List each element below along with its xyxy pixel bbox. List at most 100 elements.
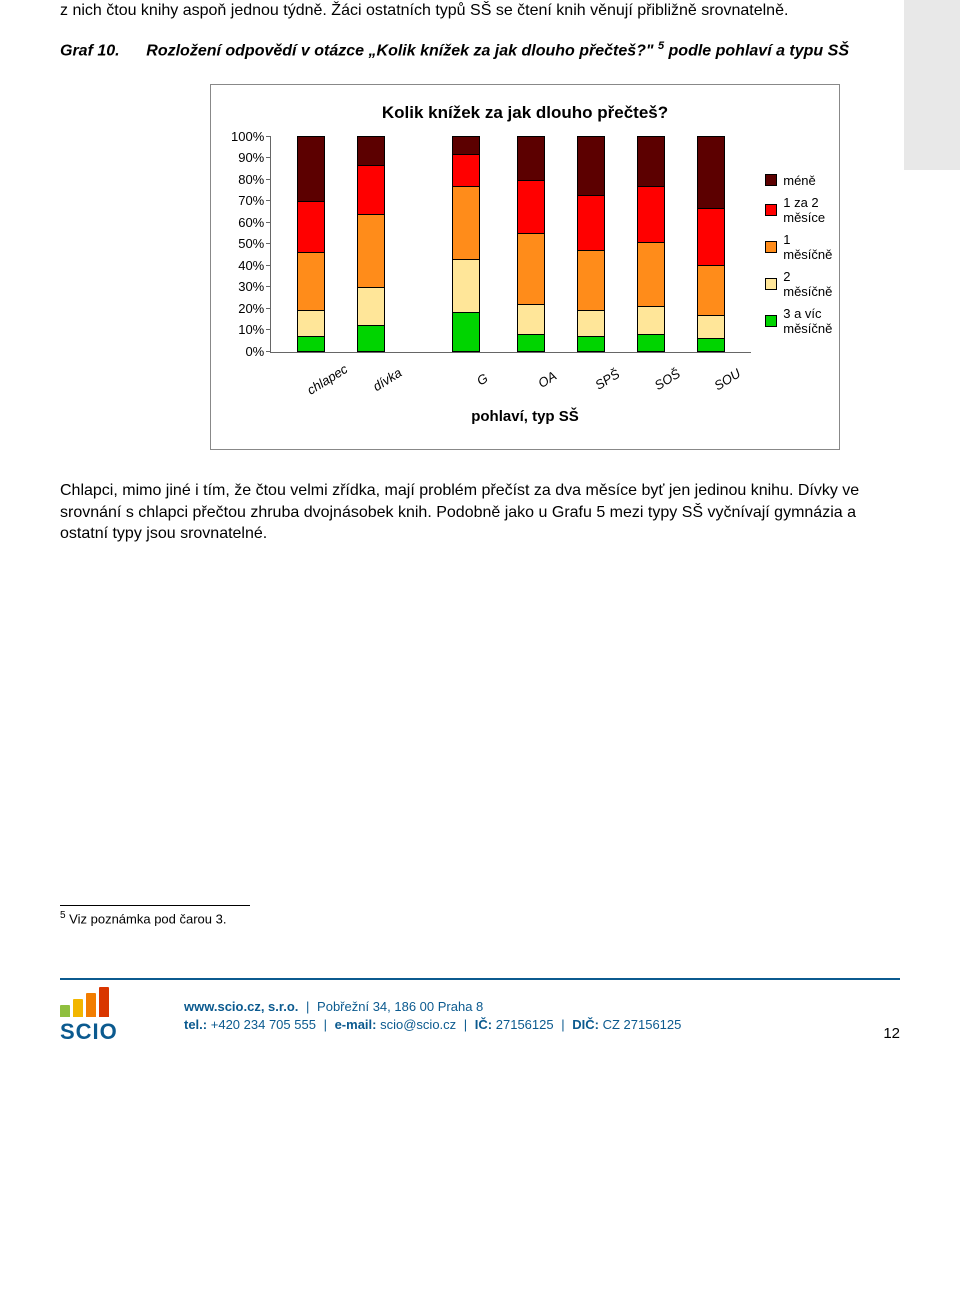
logo-bar bbox=[86, 993, 96, 1017]
intro-paragraph: z nich čtou knihy aspoň jednou týdně. Žá… bbox=[60, 0, 900, 22]
bar-segment-mene bbox=[453, 137, 479, 154]
y-tick-label: 20% bbox=[231, 302, 264, 315]
bar-segment-1mes bbox=[358, 214, 384, 287]
footer-email-label: e-mail: bbox=[335, 1017, 377, 1032]
bar-segment-mene bbox=[578, 137, 604, 195]
bar-segment-3vic bbox=[578, 336, 604, 351]
legend-label: 3 a víc měsíčně bbox=[783, 306, 832, 336]
bar-segment-3vic bbox=[698, 338, 724, 351]
bar-segment-mene bbox=[298, 137, 324, 201]
bar-segment-3vic bbox=[453, 312, 479, 351]
legend-label: 1 měsíčně bbox=[783, 232, 832, 262]
footer-dic-label: DIČ: bbox=[572, 1017, 599, 1032]
footer-company: www.scio.cz, s.r.o. bbox=[184, 999, 298, 1014]
logo-bar bbox=[73, 999, 83, 1017]
y-tick-label: 70% bbox=[231, 194, 264, 207]
y-tick-label: 40% bbox=[231, 259, 264, 272]
plot-area bbox=[270, 137, 751, 353]
legend-item: 2 měsíčně bbox=[765, 269, 832, 299]
legend-swatch bbox=[765, 174, 777, 186]
bar-segment-1mes bbox=[638, 242, 664, 306]
bar-SPŠ bbox=[577, 136, 605, 352]
bar-G bbox=[452, 136, 480, 352]
legend-item: 3 a víc měsíčně bbox=[765, 306, 832, 336]
graf-number: Graf 10. bbox=[60, 42, 120, 59]
bar-segment-mene bbox=[358, 137, 384, 165]
legend-item: 1 měsíčně bbox=[765, 232, 832, 262]
bar-chlapec bbox=[297, 136, 325, 352]
bar-segment-1za2 bbox=[358, 165, 384, 214]
bar-segment-3vic bbox=[638, 334, 664, 351]
bar-segment-1za2 bbox=[453, 154, 479, 186]
bar-segment-2mes bbox=[638, 306, 664, 334]
bar-segment-1za2 bbox=[698, 208, 724, 266]
bar-segment-1za2 bbox=[518, 180, 544, 234]
logo-bar bbox=[99, 987, 109, 1017]
bar-segment-2mes bbox=[298, 310, 324, 336]
legend: méně 1 za 2 měsíce 1 měsíčně 2 měsíčně 3 a v… bbox=[765, 173, 832, 343]
bar-SOU bbox=[697, 136, 725, 352]
y-tick-label: 50% bbox=[231, 237, 264, 250]
footer-dic: CZ 27156125 bbox=[603, 1017, 682, 1032]
bar-segment-1mes bbox=[698, 265, 724, 314]
legend-item: 1 za 2 měsíce bbox=[765, 195, 832, 225]
footer-info: www.scio.cz, s.r.o. | Pobřežní 34, 186 0… bbox=[184, 998, 681, 1034]
bar-segment-mene bbox=[698, 137, 724, 208]
footer-address: Pobřežní 34, 186 00 Praha 8 bbox=[317, 999, 483, 1014]
chart-title: Kolik knížek za jak dlouho přečteš? bbox=[231, 103, 819, 123]
x-axis-labels: chlapecdívkaGOASPŠSOŠSOU bbox=[287, 358, 819, 400]
graf-question-b: podle pohlaví a typu SŠ bbox=[664, 42, 849, 59]
page-number: 12 bbox=[883, 1025, 900, 1046]
page-footer: scio www.scio.cz, s.r.o. | Pobřežní 34, … bbox=[60, 978, 900, 1046]
legend-swatch bbox=[765, 315, 777, 327]
y-tick-label: 60% bbox=[231, 216, 264, 229]
bar-OA bbox=[517, 136, 545, 352]
y-axis: 100% 90% 80% 70% 60% 50% 40% 30% 20% 10% 0% bbox=[231, 130, 270, 358]
footer-email: scio@scio.cz bbox=[380, 1017, 456, 1032]
y-tick-label: 30% bbox=[231, 280, 264, 293]
bar-segment-3vic bbox=[298, 336, 324, 351]
y-tick-label: 100% bbox=[231, 130, 264, 143]
footnote-text: Viz poznámka pod čarou 3. bbox=[66, 911, 227, 926]
legend-swatch bbox=[765, 278, 777, 290]
legend-item: méně bbox=[765, 173, 832, 188]
bar-segment-1mes bbox=[578, 250, 604, 310]
y-tick-label: 0% bbox=[231, 345, 264, 358]
legend-label: méně bbox=[783, 173, 816, 188]
bar-segment-3vic bbox=[518, 334, 544, 351]
bar-segment-1mes bbox=[453, 186, 479, 259]
footer-tel-label: tel.: bbox=[184, 1017, 207, 1032]
x-axis-title: pohlaví, typ SŠ bbox=[231, 408, 819, 425]
bar-segment-2mes bbox=[358, 287, 384, 326]
scio-logo: scio bbox=[60, 986, 170, 1046]
bar-segment-2mes bbox=[453, 259, 479, 313]
legend-swatch bbox=[765, 241, 777, 253]
footnote-rule bbox=[60, 905, 250, 906]
footer-ic-label: IČ: bbox=[475, 1017, 492, 1032]
footer-ic: 27156125 bbox=[496, 1017, 554, 1032]
bar-segment-mene bbox=[638, 137, 664, 186]
logo-bar bbox=[60, 1005, 70, 1017]
bar-segment-2mes bbox=[518, 304, 544, 334]
y-tick-label: 10% bbox=[231, 323, 264, 336]
chart-container: Kolik knížek za jak dlouho přečteš? 100%… bbox=[210, 84, 840, 450]
bar-segment-1za2 bbox=[298, 201, 324, 252]
bar-segment-1za2 bbox=[638, 186, 664, 242]
logo-text: scio bbox=[60, 1019, 170, 1045]
edge-mark bbox=[904, 0, 960, 170]
y-tick-label: 80% bbox=[231, 173, 264, 186]
bar-segment-3vic bbox=[358, 325, 384, 351]
y-tick-label: 90% bbox=[231, 151, 264, 164]
bar-segment-2mes bbox=[578, 310, 604, 336]
legend-label: 1 za 2 měsíce bbox=[783, 195, 832, 225]
bar-segment-1mes bbox=[518, 233, 544, 304]
graf-heading: Graf 10. Rozložení odpovědí v otázce „Ko… bbox=[60, 40, 900, 60]
legend-swatch bbox=[765, 204, 777, 216]
bar-segment-1mes bbox=[298, 252, 324, 310]
bar-segment-1za2 bbox=[578, 195, 604, 251]
footnote: 5 Viz poznámka pod čarou 3. bbox=[60, 910, 900, 926]
bar-segment-2mes bbox=[698, 315, 724, 339]
graf-question-a: Rozložení odpovědí v otázce „Kolik kníže… bbox=[146, 42, 658, 59]
legend-label: 2 měsíčně bbox=[783, 269, 832, 299]
bar-SOŠ bbox=[637, 136, 665, 352]
